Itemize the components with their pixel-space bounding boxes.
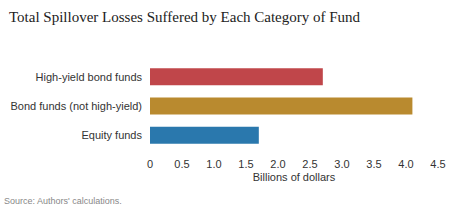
svg-text:2.0: 2.0: [270, 158, 285, 170]
svg-text:Billions of dollars: Billions of dollars: [253, 171, 336, 183]
svg-text:3.0: 3.0: [334, 158, 349, 170]
svg-text:0: 0: [147, 158, 153, 170]
svg-text:2.5: 2.5: [302, 158, 317, 170]
svg-text:1.0: 1.0: [206, 158, 221, 170]
svg-text:Source: Authors' calculations.: Source: Authors' calculations.: [4, 196, 122, 206]
svg-text:Total Spillover Losses Suffere: Total Spillover Losses Suffered by Each …: [9, 9, 361, 25]
svg-text:3.5: 3.5: [366, 158, 381, 170]
svg-text:4.5: 4.5: [430, 158, 445, 170]
svg-text:Equity funds: Equity funds: [81, 129, 142, 141]
svg-text:4.0: 4.0: [398, 158, 413, 170]
svg-text:Bond funds (not high-yield): Bond funds (not high-yield): [11, 100, 142, 112]
svg-text:0.5: 0.5: [174, 158, 189, 170]
svg-text:1.5: 1.5: [238, 158, 253, 170]
svg-text:High-yield bond funds: High-yield bond funds: [36, 71, 143, 83]
